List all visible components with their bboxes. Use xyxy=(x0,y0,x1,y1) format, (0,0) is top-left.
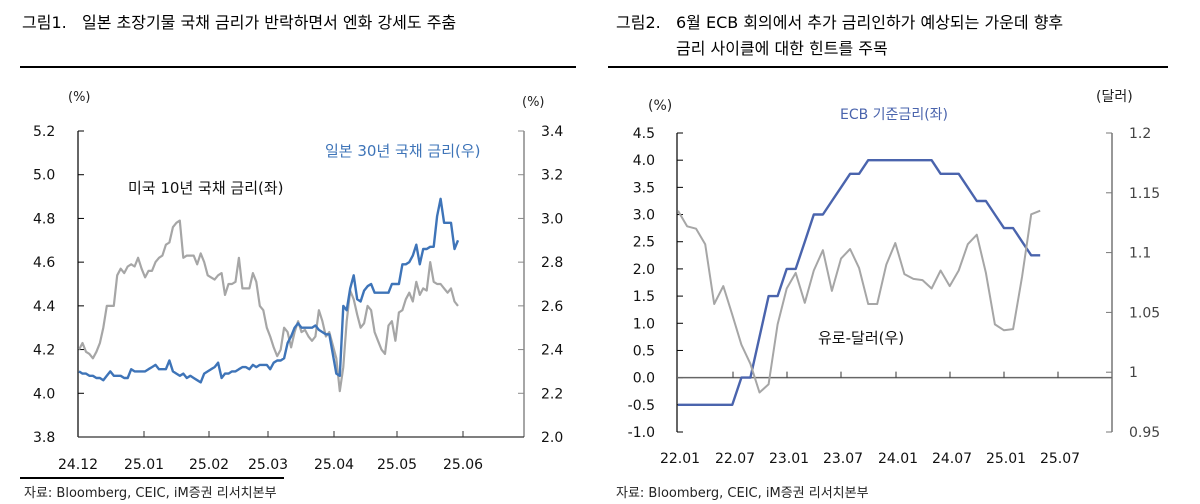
chart2-annotation-ecb-rate: ECB 기준금리(좌) xyxy=(840,107,948,123)
chart1-x-tick-label: 25.03 xyxy=(248,457,288,473)
chart1-x-tick-label: 25.04 xyxy=(314,457,354,473)
figure1-source: 자료: Bloomberg, CEIC, iM증권 리서치본부 xyxy=(24,486,277,501)
figure2-title-prefix: 그림2. xyxy=(616,13,661,32)
chart1-right-tick-label: 3.4 xyxy=(541,124,563,140)
chart2-x-tick-label: 22.07 xyxy=(715,451,755,467)
chart2-x-tick-label: 24.01 xyxy=(878,451,918,467)
chart2-series-ecb-rate-line xyxy=(678,158,1041,406)
chart2-left-tick-label: 3.0 xyxy=(633,208,655,224)
chart1-x-tick-label: 24.12 xyxy=(58,457,98,473)
chart2-left-tick-label: 2.0 xyxy=(633,262,655,278)
chart1: 5.2 5.0 4.8 4.6 4.4 4.2 4.0 3.8 3.4 3.2 3.0 2.8 2.6… xyxy=(33,90,563,473)
chart2-left-tick-label: 4.0 xyxy=(633,153,655,169)
chart1-right-tick-label: 2.8 xyxy=(541,255,563,271)
chart1-left-axis: 5.2 5.0 4.8 4.6 4.4 4.2 4.0 3.8 xyxy=(33,124,84,446)
chart2-x-tick-label: 24.07 xyxy=(932,451,972,467)
chart1-right-axis: 3.4 3.2 3.0 2.8 2.6 2.4 2.2 2.0 xyxy=(518,124,563,446)
chart2-x-tick-label: 25.01 xyxy=(986,451,1026,467)
chart2-right-tick-label: 1.15 xyxy=(1129,186,1160,202)
chart1-left-tick-label: 5.0 xyxy=(33,168,55,184)
figure1-title-prefix: 그림1. xyxy=(22,13,67,32)
chart1-right-tick-label: 3.2 xyxy=(541,168,563,184)
figure1-bottom-rule-ext xyxy=(20,477,284,479)
chart2-left-axis: 4.5 4.0 3.5 3.0 2.5 2.0 1.5 1.0 0.5 0.0 -0.5 -1.0 xyxy=(628,126,683,441)
chart1-left-tick-label: 4.4 xyxy=(33,299,55,315)
chart1-right-tick-label: 2.4 xyxy=(541,343,563,359)
chart1-right-unit-label: (%) xyxy=(522,95,545,110)
chart1-x-tick-label: 25.01 xyxy=(124,457,164,473)
chart2-right-tick-label: 1 xyxy=(1129,365,1138,381)
figure2-title-line1: 6월 ECB 회의에서 추가 금리인하가 예상되는 가운데 향후 xyxy=(675,13,1064,32)
figure2-source: 자료: Bloomberg, CEIC, iM증권 리서치본부 xyxy=(616,486,869,501)
figure1-title-text: 일본 초장기물 국채 금리가 반락하면서 엔화 강세도 주춤 xyxy=(81,13,457,32)
chart2-left-tick-label: -1.0 xyxy=(628,425,655,441)
chart1-x-tick-label: 25.05 xyxy=(377,457,417,473)
chart2-x-tick-label: 23.07 xyxy=(823,451,863,467)
chart2-left-tick-label: 1.5 xyxy=(633,289,655,305)
chart1-left-tick-label: 4.0 xyxy=(33,386,55,402)
chart2: 4.5 4.0 3.5 3.0 2.5 2.0 1.5 1.0 0.5 0.0 -0.5 -1.0 1… xyxy=(628,89,1161,467)
chart1-right-tick-label: 2.2 xyxy=(541,386,563,402)
chart1-annotation-jgb30y: 일본 30년 국채 금리(우) xyxy=(325,142,481,160)
chart1-left-tick-label: 4.2 xyxy=(33,343,55,359)
figure2-title: 그림2. 6월 ECB 회의에서 추가 금리인하가 예상되는 가운데 향후 금리… xyxy=(616,10,1063,62)
chart2-x-tick-label: 25.07 xyxy=(1040,451,1080,467)
chart2-right-tick-label: 1.1 xyxy=(1129,246,1151,262)
chart2-left-tick-label: 2.5 xyxy=(633,235,655,251)
chart2-x-axis: 22.01 22.07 23.01 23.07 24.01 24.07 25.01 25.07 xyxy=(660,371,1112,467)
chart1-right-tick-label: 2.0 xyxy=(541,430,563,446)
chart1-left-tick-label: 4.6 xyxy=(33,255,55,271)
figure2-title-line2: 금리 사이클에 대한 힌트를 주목 xyxy=(676,39,888,58)
chart1-series-jgb30y-line xyxy=(78,197,460,384)
figure1-title: 그림1. 일본 초장기물 국채 금리가 반락하면서 엔화 강세도 주춤 xyxy=(22,10,456,36)
figure2-top-rule xyxy=(608,66,1168,68)
chart2-left-unit-label: (%) xyxy=(648,98,672,114)
chart2-annotation-eurusd: 유로-달러(우) xyxy=(818,329,904,347)
chart1-left-unit-label: (%) xyxy=(68,90,91,105)
chart2-x-tick-label: 22.01 xyxy=(660,451,700,467)
chart2-left-tick-label: 0.0 xyxy=(633,371,655,387)
chart2-right-tick-label: 1.2 xyxy=(1129,126,1151,142)
chart1-x-tick-label: 25.02 xyxy=(189,457,229,473)
chart2-right-tick-label: 1.05 xyxy=(1129,305,1160,321)
chart1-annotation-us10y: 미국 10년 국채 금리(좌) xyxy=(128,179,284,197)
chart2-x-tick-label: 23.01 xyxy=(769,451,809,467)
chart2-left-tick-label: 3.5 xyxy=(633,180,655,196)
chart2-right-unit-label: (달러) xyxy=(1096,89,1133,105)
chart2-right-axis: 1.2 1.15 1.1 1.05 1 0.95 xyxy=(1106,126,1160,441)
chart1-series-us10y-line xyxy=(78,219,459,393)
chart2-left-tick-label: 1.0 xyxy=(633,316,655,332)
chart1-left-tick-label: 5.2 xyxy=(33,124,55,140)
chart1-series xyxy=(78,197,460,393)
chart2-left-tick-label: -0.5 xyxy=(628,398,655,414)
chart1-right-tick-label: 2.6 xyxy=(541,299,563,315)
chart1-x-tick-label: 25.06 xyxy=(443,457,483,473)
chart1-x-axis: 24.12 25.01 25.02 25.03 25.04 25.05 25.06 xyxy=(58,431,524,473)
figure1-top-rule xyxy=(20,66,576,68)
chart1-right-tick-label: 3.0 xyxy=(541,211,563,227)
chart2-left-tick-label: 4.5 xyxy=(633,126,655,142)
chart2-left-tick-label: 0.5 xyxy=(633,343,655,359)
chart2-series-eurusd-line xyxy=(677,209,1041,394)
chart1-left-tick-label: 3.8 xyxy=(33,430,55,446)
chart1-left-tick-label: 4.8 xyxy=(33,211,55,227)
chart2-series xyxy=(677,158,1041,406)
chart2-right-tick-label: 0.95 xyxy=(1129,425,1160,441)
